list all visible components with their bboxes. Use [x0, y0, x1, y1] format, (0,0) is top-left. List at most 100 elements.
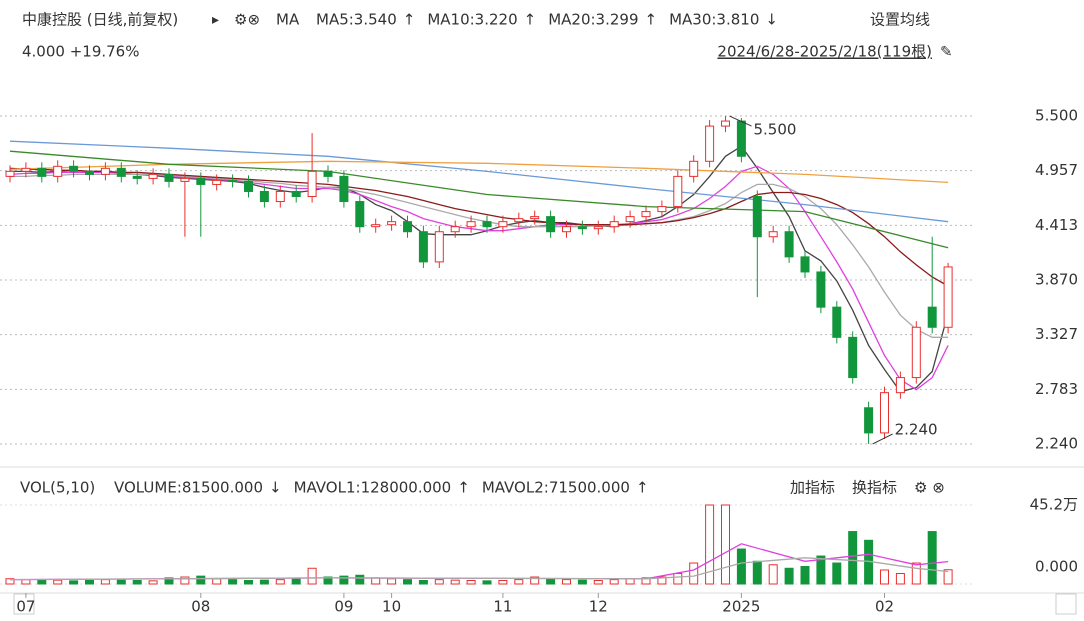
range-label: 2024/6/28-2025/2/18(119根): [717, 43, 932, 61]
scroll-left[interactable]: [13, 593, 35, 615]
volume-bar: [403, 579, 412, 585]
y-tick-label: 45.2万: [1030, 496, 1078, 514]
volume-bar: [418, 580, 428, 585]
pin-icon[interactable]: ✎: [940, 43, 953, 61]
settings-icon[interactable]: ⚙⊗: [234, 11, 260, 29]
volume-bar: [657, 576, 667, 585]
volume-bar: [880, 569, 889, 585]
volume-bar: [69, 580, 79, 585]
candle-body: [259, 190, 269, 203]
candle-body: [641, 211, 651, 218]
volume-bar: [275, 579, 285, 585]
volume-bar: [116, 579, 126, 585]
legend-arrow: ↑: [645, 11, 658, 29]
volume-bar: [721, 504, 730, 585]
volume-settings[interactable]: ⚙ ⊗: [914, 479, 945, 497]
y-tick-label: 3.870: [1035, 271, 1078, 289]
candle-body: [673, 175, 683, 208]
legend-arrow: ↑: [457, 479, 470, 497]
legend-entry: MAVOL2:71500.000: [482, 479, 630, 497]
candle-body: [100, 167, 110, 175]
volume-bar: [816, 555, 826, 585]
candle-body: [371, 224, 381, 228]
volume-bar: [641, 577, 651, 585]
candle-body: [339, 175, 349, 203]
candle-body: [164, 173, 174, 182]
volume-bar: [339, 575, 349, 585]
volume-bar: [53, 579, 63, 585]
candle-body: [768, 231, 778, 238]
candle-body: [705, 125, 715, 162]
volume-bar: [943, 569, 953, 585]
switch-indicator[interactable]: 换指标: [852, 479, 897, 497]
volume-bar: [387, 578, 397, 585]
volume-bar: [307, 567, 317, 585]
candle-body: [784, 231, 794, 258]
candle-body: [148, 173, 158, 179]
y-tick-label: 0.000: [1035, 558, 1078, 576]
volume-bar: [85, 580, 94, 585]
legend-arrow: ↑: [524, 11, 537, 29]
y-tick-label: 3.327: [1035, 325, 1078, 343]
volume-title: VOL(5,10): [20, 479, 95, 497]
y-tick-label: 4.413: [1035, 216, 1078, 234]
ma-line: [9, 150, 949, 249]
volume-bar: [37, 580, 47, 585]
candle-body: [911, 326, 921, 379]
min-label: 2.240: [895, 420, 938, 438]
candle-body: [228, 179, 238, 182]
candle-body: [244, 180, 253, 192]
candle-body: [800, 256, 810, 273]
volume-bar: [530, 576, 540, 585]
candle-body: [927, 306, 937, 328]
candle-body: [132, 175, 142, 179]
expand-icon[interactable]: ▸: [212, 12, 219, 28]
candle-body: [625, 216, 635, 223]
legend-entry: VOLUME:81500.000: [114, 479, 263, 497]
x-tick-label: 11: [493, 598, 512, 616]
volume-bar: [800, 566, 810, 585]
volume-bar: [371, 577, 381, 585]
x-tick-label: 08: [191, 598, 210, 616]
candle-body: [546, 216, 556, 233]
legend-entry: MA20:3.299: [548, 11, 638, 29]
candle-body: [482, 221, 492, 228]
x-tick-label: 12: [589, 598, 608, 616]
candle-body: [848, 336, 858, 379]
volume-bar: [100, 579, 110, 585]
volume-bar: [355, 574, 365, 585]
volume-bar: [180, 576, 190, 585]
candle-body: [5, 170, 15, 177]
volume-bar: [148, 580, 158, 585]
candle-body: [736, 120, 746, 157]
volume-bar: [562, 579, 571, 585]
candle-body: [593, 226, 603, 230]
settings-button[interactable]: 设置均线: [870, 11, 930, 29]
candle-body: [562, 226, 571, 233]
candle-body: [116, 167, 126, 177]
candle-body: [450, 226, 460, 233]
candle-body: [514, 218, 524, 223]
volume-bar: [784, 567, 794, 585]
chart-title: 中康控股 (日线,前复权): [22, 11, 178, 29]
volume-bar: [927, 531, 937, 585]
volume-bar: [164, 577, 174, 585]
volume-bar: [482, 580, 492, 585]
volume-bar: [911, 562, 921, 585]
volume-bar: [498, 580, 508, 585]
candle-body: [657, 206, 667, 213]
candle-body: [689, 160, 699, 177]
candle-body: [53, 165, 63, 177]
scroll-right[interactable]: [1055, 593, 1077, 615]
volume-bar: [689, 562, 699, 585]
volume-bar: [848, 531, 858, 585]
candle-body: [752, 196, 762, 238]
volume-bar: [228, 579, 238, 585]
volume-bar: [450, 579, 460, 585]
legend-arrow: ↓: [765, 11, 778, 29]
volume-bar: [577, 579, 587, 585]
add-indicator[interactable]: 加指标: [790, 479, 835, 497]
volume-bar: [323, 576, 333, 585]
candle-body: [21, 167, 31, 172]
